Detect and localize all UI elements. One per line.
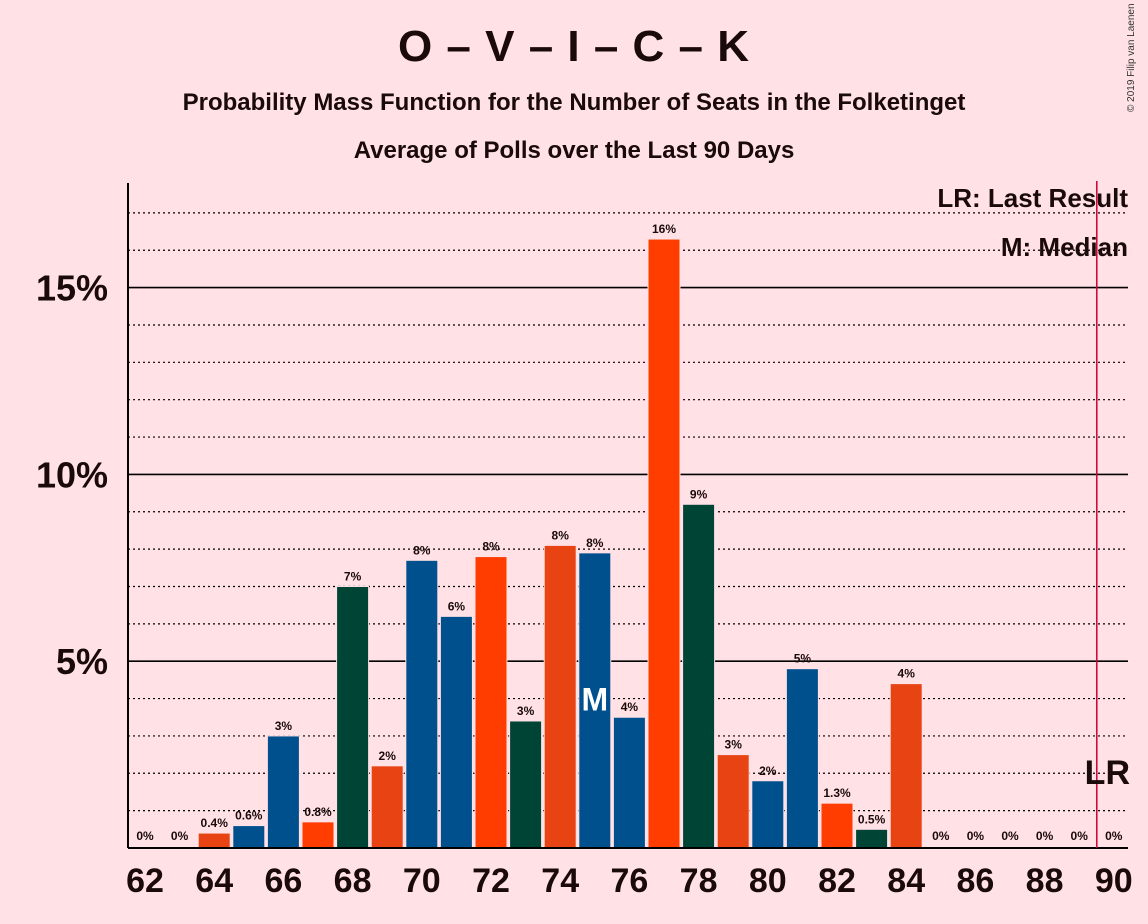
x-tick-label: 74 — [541, 862, 579, 900]
bar-seat-82 — [820, 802, 854, 849]
data-label-seat-88: 0% — [1036, 829, 1054, 843]
data-label-seat-80: 2% — [759, 764, 777, 778]
data-label-seat-67: 0.8% — [304, 805, 332, 819]
y-tick-label: 10% — [36, 454, 108, 495]
x-tick-label: 80 — [749, 862, 787, 900]
x-tick-label: 68 — [334, 862, 372, 900]
bar-seat-68 — [336, 585, 370, 849]
bar-seat-79 — [716, 754, 750, 849]
data-label-seat-68: 7% — [344, 569, 362, 583]
axes-group: 5% 10% 15% 62 64 66 68 70 72 74 76 78 80 82 84 86 88 90 — [36, 183, 1133, 900]
data-label-seat-64: 0.4% — [201, 816, 229, 830]
data-label-seat-87: 0% — [1001, 829, 1019, 843]
x-tick-label: 66 — [264, 862, 302, 900]
x-tick-label: 70 — [403, 862, 441, 900]
data-label-seat-76: 4% — [621, 700, 639, 714]
bars-group — [197, 238, 923, 849]
median-marker: M — [581, 681, 608, 717]
data-label-seat-79: 3% — [725, 738, 743, 752]
bar-seat-69 — [370, 765, 404, 849]
last-result-marker: LR — [1085, 754, 1130, 792]
bar-seat-66 — [266, 735, 300, 849]
data-labels-group: 0% 0% 0.4% 0.6% 3% 0.8% 7% 2% 8% 6% 8% 3% 8% 8% 4% 16% 9… — [136, 222, 1122, 843]
data-label-seat-75: 8% — [586, 536, 604, 550]
data-label-seat-62: 0% — [136, 829, 154, 843]
bar-seat-67 — [301, 821, 335, 849]
data-label-seat-69: 2% — [379, 749, 397, 763]
data-label-seat-63: 0% — [171, 829, 189, 843]
data-label-seat-86: 0% — [967, 829, 985, 843]
bar-seat-84 — [889, 683, 923, 849]
data-label-seat-70: 8% — [413, 543, 431, 557]
data-label-seat-78: 9% — [690, 487, 708, 501]
data-label-seat-73: 3% — [517, 704, 535, 718]
bar-seat-74 — [543, 544, 577, 849]
data-label-seat-65: 0.6% — [235, 809, 263, 823]
y-tick-label: 5% — [56, 641, 108, 682]
bar-seat-78 — [682, 503, 716, 849]
x-tick-label: 76 — [610, 862, 648, 900]
bar-seat-65 — [232, 825, 266, 849]
data-label-seat-71: 6% — [448, 599, 466, 613]
x-tick-label: 82 — [818, 862, 856, 900]
chart-subtitle: Probability Mass Function for the Number… — [182, 89, 966, 116]
x-tick-label: 90 — [1095, 862, 1133, 900]
legend-median: M: Median — [1000, 232, 1128, 262]
x-tick-label: 88 — [1026, 862, 1064, 900]
legend-last-result: LR: Last Result — [937, 183, 1128, 213]
x-tick-label: 86 — [956, 862, 994, 900]
bar-seat-80 — [751, 780, 785, 849]
x-tick-label: 72 — [472, 862, 510, 900]
bar-seat-76 — [612, 716, 646, 849]
data-label-seat-66: 3% — [275, 719, 293, 733]
data-label-seat-72: 8% — [482, 540, 500, 554]
overlay-group: LR M — [581, 181, 1130, 848]
x-tick-label: 62 — [126, 862, 164, 900]
bar-seat-75 — [578, 552, 612, 849]
data-label-seat-81: 5% — [794, 652, 812, 666]
bar-seat-83 — [855, 828, 889, 849]
bar-seat-70 — [405, 559, 439, 849]
chart-title: O – V – I – C – K — [397, 22, 751, 71]
chart-subtitle-2: Average of Polls over the Last 90 Days — [353, 137, 795, 164]
data-label-seat-89: 0% — [1071, 829, 1089, 843]
bar-seat-71 — [439, 615, 473, 849]
data-label-seat-85: 0% — [932, 829, 950, 843]
bar-seat-72 — [474, 556, 508, 849]
data-label-seat-77: 16% — [652, 222, 676, 236]
x-tick-label: 78 — [680, 862, 718, 900]
data-label-seat-74: 8% — [552, 528, 570, 542]
data-label-seat-90: 0% — [1105, 829, 1123, 843]
bar-seat-77 — [647, 238, 681, 849]
data-label-seat-83: 0.5% — [858, 812, 886, 826]
x-tick-label: 64 — [195, 862, 233, 900]
data-label-seat-84: 4% — [898, 667, 916, 681]
data-label-seat-82: 1.3% — [823, 786, 851, 800]
bar-seat-64 — [197, 832, 231, 849]
y-tick-label: 15% — [36, 268, 108, 309]
x-tick-label: 84 — [887, 862, 925, 900]
bar-seat-81 — [785, 668, 819, 849]
bar-seat-73 — [509, 720, 543, 849]
